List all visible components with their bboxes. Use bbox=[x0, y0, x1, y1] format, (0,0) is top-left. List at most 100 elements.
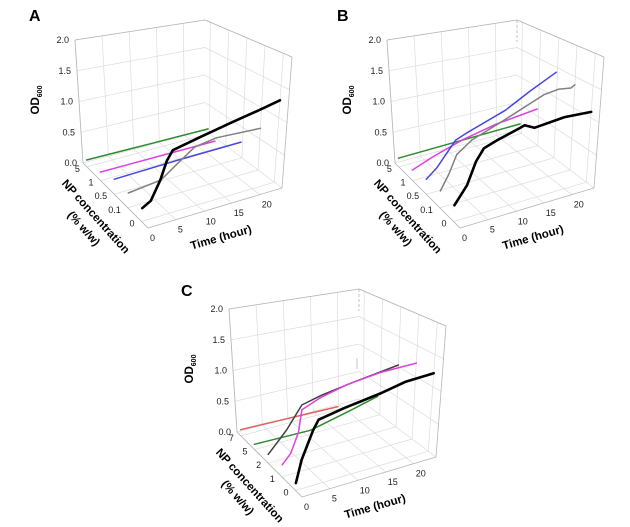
gridline bbox=[388, 47, 518, 72]
gridline bbox=[209, 22, 211, 134]
conc-tick-label: 0.5 bbox=[407, 191, 420, 201]
gridline bbox=[100, 145, 226, 181]
axis-frame bbox=[74, 19, 293, 229]
axis-line bbox=[459, 187, 595, 229]
gridline bbox=[159, 142, 233, 204]
grid bbox=[228, 288, 447, 498]
time-tick-label: 5 bbox=[332, 494, 337, 504]
z-axis-title-subscript: 600 bbox=[349, 85, 356, 97]
time-tick-label: 15 bbox=[388, 477, 398, 487]
gridline bbox=[225, 29, 229, 146]
gridline bbox=[230, 316, 360, 341]
z-tick-label: 1.5 bbox=[370, 66, 383, 76]
conc-tick-label: 0.1 bbox=[108, 205, 121, 215]
gridline bbox=[420, 155, 489, 220]
conc-tick-label: 0 bbox=[441, 219, 446, 229]
gridline bbox=[521, 22, 523, 134]
time-axis-title: Time (hour) bbox=[343, 493, 407, 522]
time-tick-label: 0 bbox=[462, 233, 467, 243]
series-group bbox=[397, 71, 593, 207]
gridline bbox=[411, 314, 420, 440]
axis-line bbox=[301, 456, 437, 498]
gridline bbox=[273, 53, 284, 183]
panel-label: A bbox=[29, 8, 41, 25]
gridline bbox=[313, 411, 387, 473]
gridline bbox=[281, 438, 413, 478]
gridline bbox=[439, 169, 571, 209]
conc-tick-label: 1 bbox=[400, 178, 405, 188]
z-tick-label: 2.0 bbox=[368, 35, 381, 45]
time-tick-label: 5 bbox=[178, 225, 183, 235]
gridline bbox=[585, 53, 596, 183]
gridline bbox=[379, 298, 383, 415]
z-tick-label: 0.0 bbox=[64, 158, 77, 168]
series-line-conc-1 bbox=[281, 362, 418, 466]
gridline bbox=[516, 102, 597, 156]
gridline bbox=[76, 47, 206, 72]
axis-line bbox=[435, 325, 447, 458]
series-line-conc-0.1 bbox=[439, 83, 576, 192]
gridline bbox=[358, 316, 444, 360]
time-tick-label: 0 bbox=[304, 502, 309, 512]
gridline bbox=[86, 133, 210, 168]
time-tick-label: 15 bbox=[546, 208, 556, 218]
panel-b: B 0.00.51.01.52.000.10.51505101520OD600N… bbox=[337, 8, 605, 256]
series-line-conc-5 bbox=[85, 128, 209, 161]
z-tick-label: 1.5 bbox=[212, 335, 225, 345]
conc-tick-label: 5 bbox=[75, 164, 80, 174]
gridline bbox=[453, 181, 587, 222]
z-tick-label: 0.5 bbox=[62, 127, 75, 137]
axis-line bbox=[236, 431, 303, 498]
axis-line bbox=[228, 308, 238, 433]
time-axis-title: Time (hour) bbox=[189, 224, 253, 253]
series-line-conc-0.1 bbox=[127, 127, 262, 194]
z-tick-label: 0.0 bbox=[218, 427, 231, 437]
conc-tick-label: 1 bbox=[270, 474, 275, 484]
gridline bbox=[232, 343, 360, 371]
axis-line bbox=[386, 39, 396, 164]
gridline bbox=[569, 45, 578, 171]
conc-tick-label: 0.1 bbox=[420, 205, 433, 215]
gridline bbox=[392, 102, 518, 133]
gridline bbox=[427, 322, 438, 452]
conc-tick-label: 0 bbox=[129, 219, 134, 229]
gridline bbox=[395, 306, 402, 427]
axis-frame bbox=[228, 288, 447, 498]
time-tick-label: 10 bbox=[518, 216, 528, 226]
series-line-conc-7 bbox=[239, 405, 339, 431]
conc-tick-label: 0.5 bbox=[95, 191, 108, 201]
axis-line bbox=[516, 19, 605, 58]
axis-line bbox=[147, 187, 283, 229]
time-tick-label: 0 bbox=[150, 233, 155, 243]
z-tick-label: 1.0 bbox=[372, 97, 385, 107]
series-group bbox=[239, 362, 436, 485]
gridline bbox=[234, 371, 360, 402]
gridline bbox=[358, 398, 437, 458]
gridline bbox=[516, 47, 602, 91]
gridline bbox=[184, 135, 260, 195]
series-line-conc-0 bbox=[453, 110, 593, 207]
time-tick-label: 15 bbox=[234, 208, 244, 218]
gridline bbox=[390, 74, 518, 102]
series-line-conc-5 bbox=[253, 395, 379, 446]
gridline bbox=[268, 426, 397, 464]
time-tick-label: 5 bbox=[490, 225, 495, 235]
z-axis-title: OD600 bbox=[184, 354, 198, 383]
axis-line bbox=[74, 19, 206, 41]
gridline bbox=[445, 149, 517, 212]
z-axis-title-subscript: 600 bbox=[37, 85, 44, 97]
panel-label: B bbox=[337, 8, 349, 25]
z-axis-title-subscript: 600 bbox=[191, 354, 198, 366]
gridline bbox=[141, 181, 275, 222]
gridline bbox=[471, 142, 545, 204]
z-tick-label: 1.5 bbox=[58, 66, 71, 76]
axis-line bbox=[593, 56, 605, 189]
gridline bbox=[516, 129, 595, 189]
series-line-conc-0 bbox=[140, 99, 282, 210]
gridline bbox=[338, 404, 414, 464]
time-tick-label: 10 bbox=[360, 485, 370, 495]
z-tick-label: 0.5 bbox=[374, 127, 387, 137]
z-axis-title: OD600 bbox=[30, 85, 44, 114]
series-line-conc-0.5 bbox=[425, 71, 558, 180]
